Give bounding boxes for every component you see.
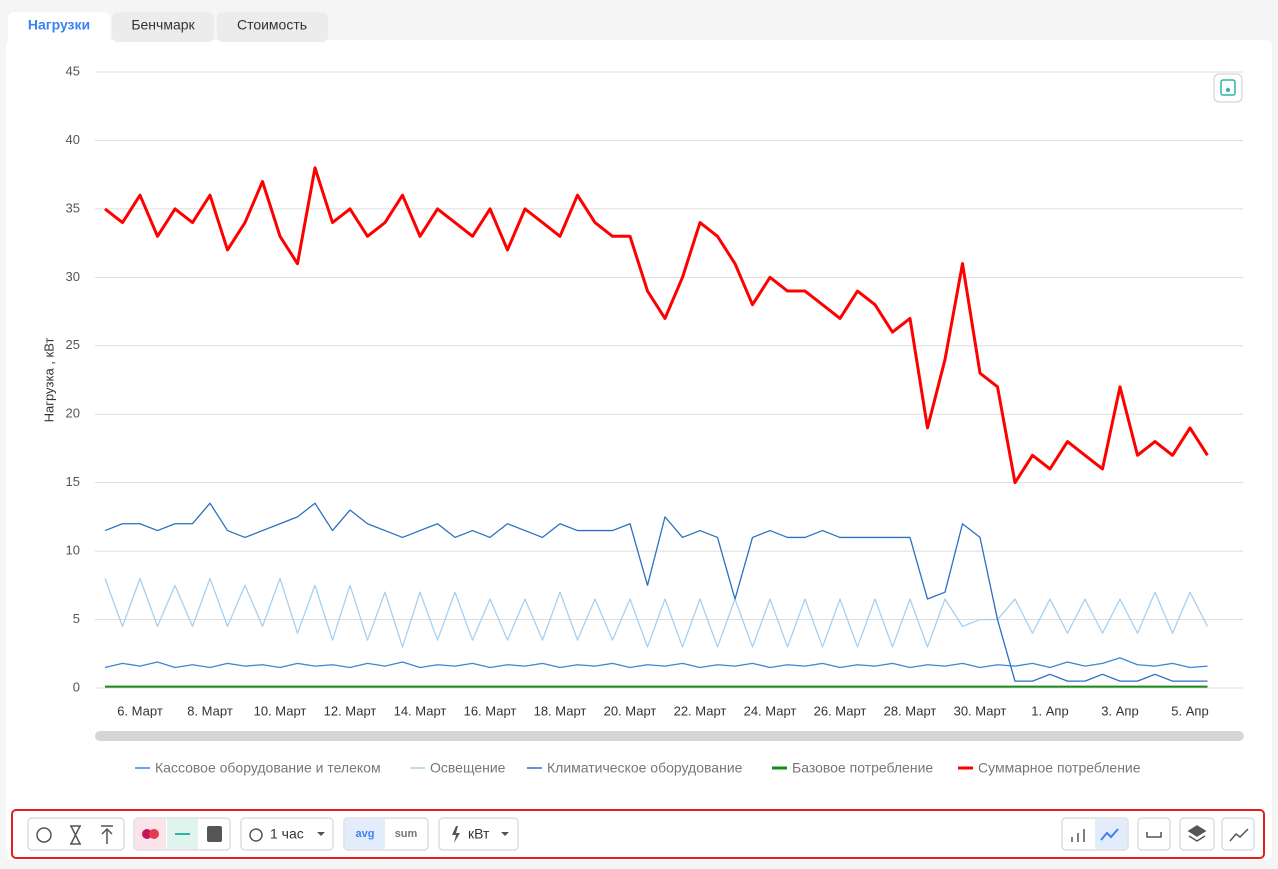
hourglass-button[interactable] [70, 825, 81, 845]
calc-button[interactable] [207, 826, 222, 842]
line-button[interactable] [1100, 828, 1119, 841]
series-line [104, 657, 1208, 669]
tab-label[interactable]: Бенчмарк [131, 17, 195, 33]
tab-label[interactable]: Стоимость [237, 17, 307, 33]
x-tick-label: 8. Март [187, 703, 233, 718]
x-tick-label: 3. Апр [1101, 703, 1138, 718]
interval-label[interactable]: 1 час [270, 826, 304, 842]
y-tick-label: 40 [66, 132, 80, 147]
series-line [104, 577, 1209, 648]
layers-button[interactable] [1179, 817, 1215, 851]
speed-icon [249, 828, 263, 842]
x-tick-label: 22. Март [674, 703, 727, 718]
dropdown-caret [317, 832, 325, 836]
y-tick-label: 30 [66, 269, 80, 284]
aggregation-label[interactable]: sum [395, 828, 418, 840]
legend-label[interactable]: Кассовое оборудование и телеком [155, 760, 381, 776]
series-line [104, 502, 1208, 682]
button-group [133, 817, 231, 851]
y-tick-label: 10 [66, 543, 80, 558]
scrollbar[interactable] [95, 731, 1244, 741]
x-tick-label: 26. Март [814, 703, 867, 718]
bolt-icon [452, 826, 460, 843]
y-tick-label: 5 [73, 611, 80, 626]
x-tick-label: 6. Март [117, 703, 163, 718]
x-tick-label: 14. Март [394, 703, 447, 718]
x-tick-label: 24. Март [744, 703, 797, 718]
legend-label[interactable]: Освещение [430, 760, 506, 776]
compare-icon [149, 829, 159, 839]
toolbar [11, 809, 1265, 859]
aggregation-group [343, 817, 429, 851]
tab[interactable] [112, 12, 214, 42]
x-tick-label: 18. Март [534, 703, 587, 718]
aggregation-label[interactable]: avg [356, 828, 375, 840]
tab-active[interactable] [8, 12, 110, 44]
top-button[interactable] [101, 825, 113, 844]
tab-label[interactable]: Нагрузки [28, 17, 90, 33]
save-button[interactable] [1213, 73, 1243, 103]
trend-button[interactable] [1221, 817, 1255, 851]
x-tick-label: 28. Март [884, 703, 937, 718]
unit-dropdown[interactable] [438, 817, 519, 851]
x-tick-label: 16. Март [464, 703, 517, 718]
x-tick-label: 12. Март [324, 703, 377, 718]
y-axis-label: Нагрузка , кВт [41, 338, 56, 423]
x-tick-label: 30. Март [954, 703, 1007, 718]
legend-label[interactable]: Климатическое оборудование [547, 760, 743, 776]
bar-button[interactable] [1071, 829, 1085, 842]
tab[interactable] [217, 12, 328, 42]
panel [6, 40, 1272, 860]
y-tick-label: 20 [66, 406, 80, 421]
interval-dropdown[interactable] [240, 817, 334, 851]
y-tick-label: 35 [66, 200, 80, 215]
button-group [27, 817, 125, 851]
alarm-button[interactable] [36, 827, 52, 843]
legend-label[interactable]: Суммарное потребление [978, 760, 1141, 776]
compare-icon [142, 829, 152, 839]
button-active[interactable] [345, 819, 385, 849]
gap-button[interactable] [1137, 817, 1171, 851]
series-line [104, 166, 1209, 485]
chart-type-group [1061, 817, 1129, 851]
legend-label[interactable]: Базовое потребление [792, 760, 933, 776]
y-tick-label: 45 [66, 63, 80, 78]
y-tick-label: 25 [66, 337, 80, 352]
unit-label[interactable]: кВт [468, 826, 490, 842]
x-tick-label: 10. Март [254, 703, 307, 718]
x-tick-label: 5. Апр [1171, 703, 1208, 718]
x-tick-label: 1. Апр [1031, 703, 1068, 718]
button-active[interactable] [1095, 819, 1127, 849]
x-tick-label: 20. Март [604, 703, 657, 718]
dropdown-caret [501, 832, 509, 836]
y-tick-label: 15 [66, 474, 80, 489]
y-tick-label: 0 [73, 679, 80, 694]
